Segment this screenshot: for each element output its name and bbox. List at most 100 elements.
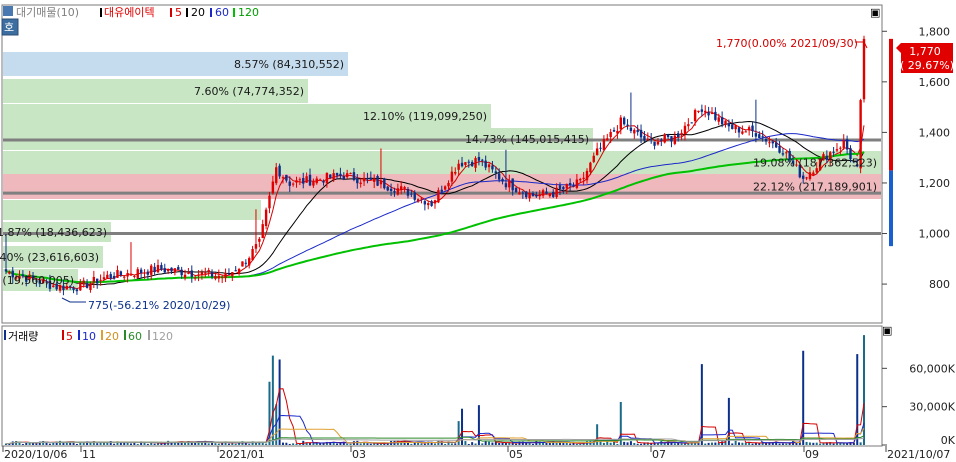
candles <box>4 35 893 296</box>
volume-bar <box>548 442 551 445</box>
volume-bar <box>194 442 197 445</box>
candle-body <box>835 149 839 151</box>
candle-body <box>849 148 852 160</box>
candle-body <box>281 177 285 179</box>
volume-bar <box>140 441 143 445</box>
volume-bar <box>484 440 487 445</box>
candle-body <box>629 127 633 131</box>
volume-bar <box>636 443 639 445</box>
volume-bar <box>744 442 747 445</box>
window-control-icon[interactable]: ▣ <box>870 6 880 19</box>
candle-body <box>339 173 342 177</box>
volume-tick-label: 30,000K <box>909 401 955 414</box>
volume-bar <box>5 443 7 445</box>
volume-bar <box>207 443 210 445</box>
volume-bar <box>798 441 801 445</box>
candle-body <box>568 182 572 185</box>
candle-body <box>771 141 774 144</box>
candle-body <box>129 274 133 276</box>
candle-body <box>356 178 359 184</box>
candle-body <box>173 268 177 273</box>
candle-body <box>396 188 400 195</box>
volume-bar <box>474 443 477 445</box>
candle-body <box>295 180 298 183</box>
candle-body <box>241 261 244 267</box>
volume-bar <box>596 424 599 445</box>
candle-body <box>680 132 683 135</box>
candle-body <box>649 138 653 140</box>
volume-bar <box>795 441 798 445</box>
candle-body <box>856 164 859 167</box>
volume-bar <box>116 441 119 445</box>
volume-legend-ma20: 20 <box>105 330 119 343</box>
volume-bar <box>582 442 585 445</box>
supply-band-label: 1.87% (18,436,623) <box>0 226 107 239</box>
candle-body <box>673 135 677 144</box>
volume-bar <box>221 441 224 445</box>
volume-bar <box>785 443 788 445</box>
candle-body <box>646 138 650 141</box>
volume-bar <box>21 443 24 445</box>
supply-band-label: 1.99% (19,560,005) <box>0 274 74 287</box>
volume-bar <box>45 442 48 445</box>
candle-body <box>457 163 460 170</box>
price-tick-label: 800 <box>929 278 950 291</box>
corner-tab-label: 호 <box>4 21 14 34</box>
current-price-change: ( 29.67%) <box>900 59 954 72</box>
candle-body <box>812 172 815 175</box>
volume-bar <box>170 441 173 445</box>
candle-body <box>288 181 291 186</box>
price-axis: 800 1,000 1,200 1,400 1,600 1,800 <box>882 25 950 291</box>
volume-bar <box>440 441 443 445</box>
volume-bar <box>758 443 761 445</box>
volume-bar <box>146 443 149 445</box>
volume-bar <box>477 405 480 445</box>
candle-body <box>481 159 484 161</box>
volume-bar <box>525 442 528 445</box>
candle-body <box>177 267 180 270</box>
volume-bar <box>707 442 710 445</box>
volume-bar <box>417 441 420 445</box>
date-tick-label: 07 <box>652 448 666 461</box>
volume-bar <box>265 443 268 445</box>
volume-bar <box>231 443 234 445</box>
candle-body <box>335 173 339 176</box>
volume-bar <box>761 441 764 445</box>
volume-bar <box>406 441 409 445</box>
candle-body <box>112 275 116 279</box>
candle-body <box>477 156 481 161</box>
volume-bar <box>126 441 129 445</box>
volume-bar <box>366 443 369 445</box>
candle-body <box>525 191 528 198</box>
candle-body <box>342 176 345 180</box>
candle-body <box>690 122 693 124</box>
volume-bar <box>106 441 109 445</box>
volume-bar <box>734 440 737 445</box>
candle-body <box>555 187 558 198</box>
volume-bar <box>133 441 136 445</box>
volume-bar <box>565 442 568 445</box>
volume-bar <box>673 443 676 445</box>
volume-bar <box>558 441 561 445</box>
candle-body <box>737 127 741 133</box>
candle-body <box>494 171 498 174</box>
volume-bar <box>694 442 697 445</box>
candle-body <box>768 142 771 144</box>
volume-bar <box>616 443 619 445</box>
volume-bar <box>410 443 413 445</box>
candle-body <box>180 269 183 276</box>
candle-body <box>264 209 268 227</box>
candle-body <box>123 276 126 278</box>
candle-body <box>592 155 595 162</box>
window-control-icon[interactable]: ▣ <box>882 324 892 337</box>
candle-body <box>207 269 210 273</box>
volume-bar <box>471 442 474 445</box>
legend-ma5: 5 <box>175 6 182 19</box>
candle-body <box>35 280 38 282</box>
volume-bar <box>710 442 713 445</box>
candle-body <box>565 183 568 189</box>
candle-body <box>183 274 187 278</box>
candle-body <box>248 258 251 266</box>
corner-tab[interactable]: 호 <box>1 18 19 36</box>
